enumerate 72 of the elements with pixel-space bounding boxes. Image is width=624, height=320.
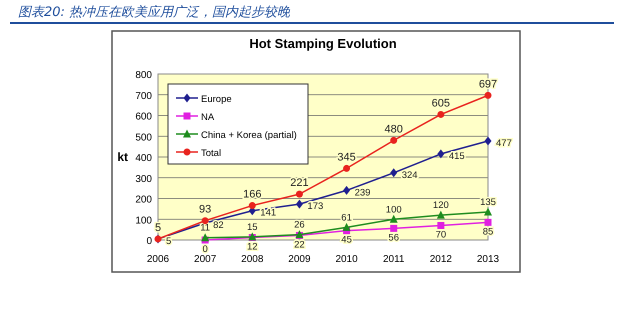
x-tick-label: 2009 xyxy=(288,254,311,265)
data-label: 15 xyxy=(246,222,258,233)
data-label: 45 xyxy=(341,234,352,246)
data-label: 70 xyxy=(436,229,446,240)
data-label: 135 xyxy=(480,196,496,208)
point xyxy=(390,136,398,144)
y-tick-label: 700 xyxy=(135,90,152,102)
point xyxy=(343,164,350,172)
y-tick-label: 0 xyxy=(146,236,152,247)
y-tick-label: 300 xyxy=(135,174,152,185)
point xyxy=(436,210,445,219)
point xyxy=(202,217,209,224)
data-label: 141 xyxy=(260,208,276,219)
point xyxy=(484,136,492,146)
data-label: 22 xyxy=(294,239,305,250)
point xyxy=(390,168,398,178)
point xyxy=(296,200,303,209)
point xyxy=(390,224,398,232)
data-label: 56 xyxy=(388,232,400,244)
x-tick-label: 2008 xyxy=(241,254,264,265)
x-tick-label: 2012 xyxy=(430,254,452,265)
point xyxy=(248,202,256,210)
x-tick-label: 2011 xyxy=(382,254,405,265)
legend-label: NA xyxy=(201,112,215,123)
data-label: 120 xyxy=(432,200,449,212)
point xyxy=(390,214,398,223)
legend-label: China + Korea (partial) xyxy=(201,130,297,141)
data-label: 12 xyxy=(246,242,258,253)
y-tick-label: 100 xyxy=(135,215,152,226)
point xyxy=(343,186,350,195)
y-tick-label: 800 xyxy=(135,70,152,81)
data-label: 173 xyxy=(307,201,324,212)
y-tick-label: 400 xyxy=(135,153,152,164)
data-label: 221 xyxy=(290,177,309,190)
data-label: 480 xyxy=(384,123,403,136)
point xyxy=(296,190,303,198)
point xyxy=(484,92,492,99)
data-label: 697 xyxy=(478,78,498,90)
data-label: 26 xyxy=(294,220,305,231)
point xyxy=(437,110,444,118)
point xyxy=(484,218,492,226)
data-label: 82 xyxy=(213,220,224,231)
y-tick-label: 600 xyxy=(135,112,152,122)
data-label: 415 xyxy=(448,150,465,162)
x-tick-label: 2010 xyxy=(335,254,358,265)
x-tick-label: 2007 xyxy=(194,254,217,265)
data-label: 345 xyxy=(337,151,356,164)
data-label: 477 xyxy=(496,138,512,150)
data-label: 166 xyxy=(243,188,262,201)
point xyxy=(342,222,351,231)
data-label: 100 xyxy=(386,204,402,216)
data-label: 605 xyxy=(432,97,450,110)
data-label: 0 xyxy=(202,244,208,255)
point xyxy=(437,222,444,229)
x-tick-label: 2013 xyxy=(476,254,500,265)
point xyxy=(201,233,210,242)
data-label: 5 xyxy=(166,236,172,247)
data-label: 239 xyxy=(354,187,370,198)
legend-label: Europe xyxy=(201,94,232,105)
chart-subtitle: 图表20: 热冲压在欧美应用广泛，国内起步较晚 xyxy=(18,4,292,20)
x-tick-label: 2006 xyxy=(146,254,170,265)
y-tick-label: 500 xyxy=(135,132,152,144)
data-label: 11 xyxy=(200,222,210,234)
y-tick-label: 200 xyxy=(135,194,152,206)
data-label: 85 xyxy=(482,226,494,238)
data-label: 93 xyxy=(199,204,212,216)
point xyxy=(437,149,444,158)
data-label: 5 xyxy=(154,222,162,234)
chart-title: Hot Stamping Evolution xyxy=(249,36,397,51)
y-axis-title: kt xyxy=(117,150,128,164)
point xyxy=(484,207,492,216)
legend-label: Total xyxy=(201,148,222,159)
